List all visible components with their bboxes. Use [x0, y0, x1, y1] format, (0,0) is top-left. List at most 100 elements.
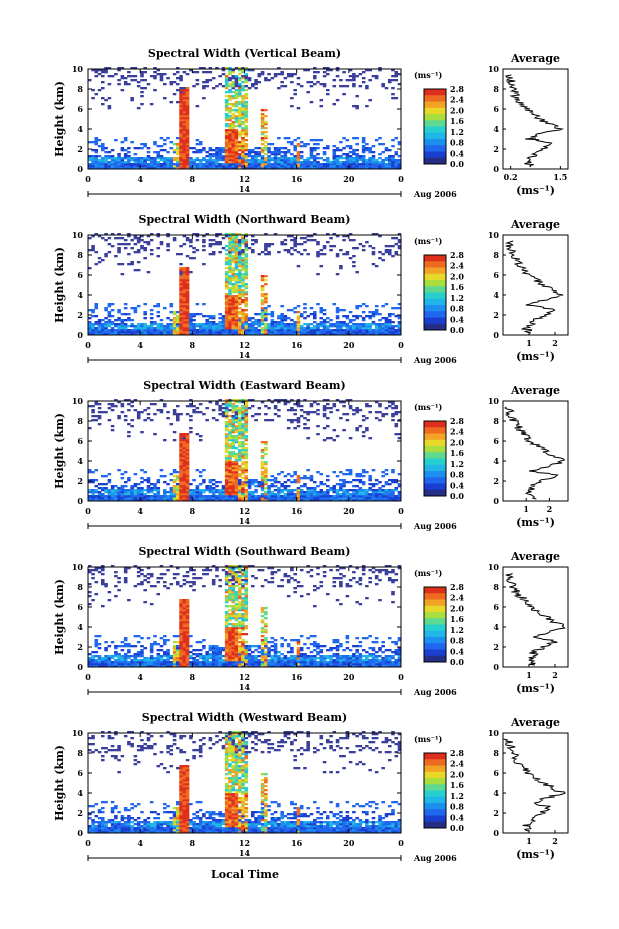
heatmap-cell [335, 483, 340, 486]
heatmap-cell [397, 155, 402, 158]
heatmap-cell [254, 87, 258, 90]
heatmap-cell [391, 69, 395, 72]
heatmap-cell [264, 161, 268, 164]
heatmap-cell [371, 493, 376, 496]
heatmap-cell [394, 75, 399, 78]
heatmap-cell [244, 299, 249, 302]
heatmap-cell [332, 495, 337, 498]
heatmap-cell [198, 403, 203, 406]
heatmap-cell [371, 483, 376, 486]
heatmap-cell [208, 167, 213, 170]
heatmap-cell [342, 429, 346, 432]
heatmap-cell [159, 77, 164, 80]
heatmap-cell [348, 493, 353, 496]
heatmap-cell [234, 479, 239, 482]
heatmap-cell [339, 327, 343, 330]
heatmap-cell [221, 403, 226, 406]
heatmap-cell [381, 329, 385, 332]
heatmap-cell [241, 67, 245, 70]
heatmap-cell [290, 407, 294, 410]
heatmap-cell [397, 165, 402, 168]
heatmap-cell [238, 459, 242, 462]
heatmap-cell [104, 649, 108, 652]
heatmap-cell [218, 331, 222, 334]
heatmap-cell [117, 493, 121, 496]
heatmap-cell [283, 401, 288, 404]
heatmap-cell [215, 499, 219, 502]
heatmap-cell [176, 663, 180, 666]
heatmap-cell [107, 659, 112, 662]
heatmap-cell [202, 147, 206, 150]
heatmap-cell [228, 283, 232, 286]
heatmap-cell [348, 79, 353, 82]
heatmap-cell [309, 329, 314, 332]
average-series-line [505, 74, 564, 168]
heatmap-cell [140, 247, 144, 250]
heatmap-cell [313, 495, 317, 498]
heatmap-cell [185, 493, 190, 496]
heatmap-cell [182, 433, 187, 436]
heatmap-cell [208, 481, 213, 484]
heatmap-cell [267, 497, 271, 500]
heatmap-cell [378, 67, 382, 70]
heatmap-cell [224, 141, 229, 144]
heatmap-cell [244, 101, 249, 104]
heatmap-cell [224, 119, 229, 122]
heatmap-cell [215, 157, 219, 160]
heatmap-cell [117, 497, 121, 500]
heatmap-cell [202, 263, 206, 266]
heatmap-cell [394, 497, 399, 500]
heatmap-cell [361, 137, 366, 140]
heatmap-cell [221, 325, 226, 328]
heatmap-cell [397, 411, 402, 414]
heatmap-cell [159, 411, 164, 414]
heatmap-cell [195, 143, 200, 146]
heatmap-cell [179, 93, 183, 96]
heatmap-cell [241, 253, 245, 256]
heatmap-cell [123, 481, 128, 484]
heatmap-cell [182, 91, 187, 94]
heatmap-cell [296, 425, 301, 428]
heatmap-cell [378, 319, 382, 322]
heatmap-cell [326, 93, 330, 96]
heatmap-cell [117, 249, 121, 252]
heatmap-cell [234, 255, 239, 258]
heatmap-cell [140, 499, 144, 502]
heatmap-cell [309, 477, 314, 480]
heatmap-cell [257, 73, 262, 76]
heatmap-cell [143, 499, 147, 502]
heatmap-cell [182, 95, 187, 98]
heatmap-cell [306, 161, 310, 164]
heatmap-cell [244, 469, 249, 472]
y-tick-label: 2 [77, 144, 83, 154]
heatmap-cell [189, 159, 193, 162]
heatmap-cell [313, 155, 317, 158]
heatmap-cell [355, 161, 359, 164]
heatmap-cell [182, 281, 187, 284]
heatmap-cell [231, 443, 236, 446]
heatmap-cell [241, 121, 245, 124]
heatmap-cell [133, 565, 138, 568]
heatmap-cell [244, 407, 249, 410]
heatmap-cell [182, 273, 187, 276]
heatmap-cell [264, 123, 268, 126]
heatmap-cell [238, 113, 242, 116]
heatmap-cell [339, 79, 343, 82]
heatmap-cell [290, 143, 294, 146]
heatmap-cell [254, 81, 258, 84]
heatmap-cell [176, 321, 180, 324]
heatmap-cell [101, 165, 105, 168]
heatmap-cell [238, 449, 242, 452]
heatmap-cell [179, 125, 183, 128]
heatmap-cell [169, 497, 174, 500]
heatmap-cell [371, 489, 376, 492]
heatmap-cell [185, 129, 190, 132]
heatmap-cell [234, 95, 239, 98]
heatmap-cell [384, 333, 389, 336]
heatmap-cell [130, 499, 134, 502]
heatmap-cell [238, 277, 242, 280]
heatmap-cell [228, 309, 232, 312]
heatmap-cell [104, 329, 108, 332]
heatmap-cell [185, 107, 190, 110]
heatmap-cell [345, 315, 350, 318]
